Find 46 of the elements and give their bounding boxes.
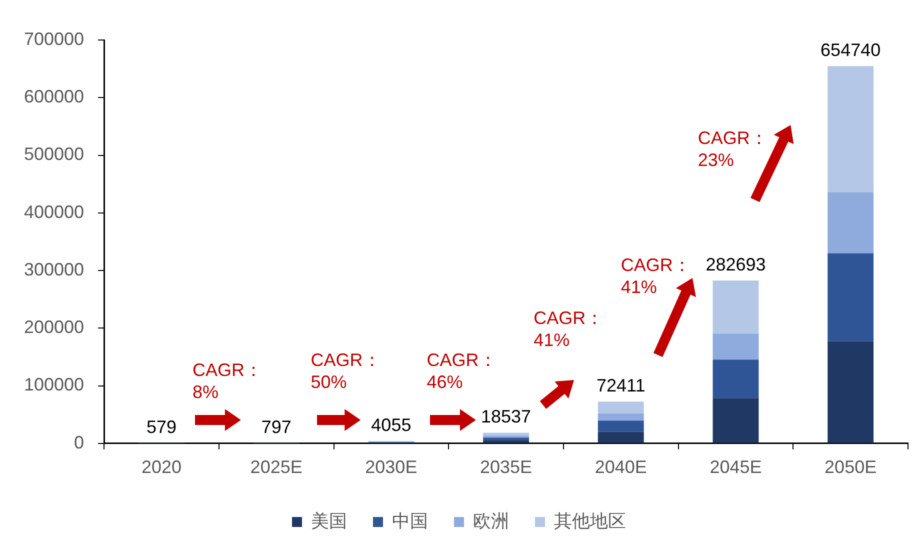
y-tick-label: 600000: [24, 86, 84, 107]
total-label: 72411: [596, 376, 646, 396]
bar: [598, 413, 644, 421]
total-label: 18537: [481, 406, 532, 427]
total-label: 282693: [706, 254, 766, 274]
x-tick-label: 2040E: [594, 457, 647, 478]
legend-label: 美国: [311, 510, 347, 531]
x-tick-label: 2030E: [365, 457, 418, 478]
bar: [598, 420, 644, 432]
bar: [598, 402, 644, 414]
y-tick-label: 500000: [24, 144, 84, 164]
annotation: CAGR： 23%: [698, 128, 768, 170]
annotation: CAGR： 50%: [310, 350, 381, 392]
bar: [828, 253, 874, 342]
bar: [712, 360, 759, 398]
legend-label: 其他地区: [554, 510, 626, 531]
x-tick-label: 2020: [141, 457, 182, 478]
annotation: CAGR： 41%: [620, 254, 691, 297]
legend-label: 欧洲: [473, 510, 509, 531]
bar: [483, 438, 529, 441]
x-tick-label: 2045E: [710, 457, 762, 478]
y-tick-label: 0: [74, 432, 84, 452]
total-label: 654740: [820, 40, 881, 60]
y-tick-label: 700000: [24, 28, 84, 49]
bar: [828, 192, 874, 254]
bar: [828, 341, 874, 443]
annotation: CAGR： 41%: [534, 308, 604, 350]
bar: [712, 280, 759, 334]
bar: [712, 398, 759, 443]
y-tick-label: 100000: [24, 374, 84, 395]
bar: [483, 432, 529, 436]
bar: [598, 432, 644, 443]
x-tick-label: 2050E: [824, 457, 877, 478]
x-tick-label: 2035E: [480, 457, 532, 478]
legend-label: 中国: [392, 510, 428, 531]
annotation: CAGR： 46%: [426, 350, 497, 392]
bar: [712, 334, 759, 360]
bar: [828, 66, 874, 192]
y-tick-label: 400000: [24, 202, 84, 222]
y-tick-label: 300000: [24, 259, 84, 280]
total-label: 797: [261, 416, 292, 437]
y-tick-label: 200000: [24, 317, 84, 338]
total-label: 579: [146, 417, 177, 438]
total-label: 4055: [371, 415, 412, 436]
x-tick-label: 2025E: [250, 457, 302, 478]
annotation: CAGR： 8%: [192, 360, 263, 402]
